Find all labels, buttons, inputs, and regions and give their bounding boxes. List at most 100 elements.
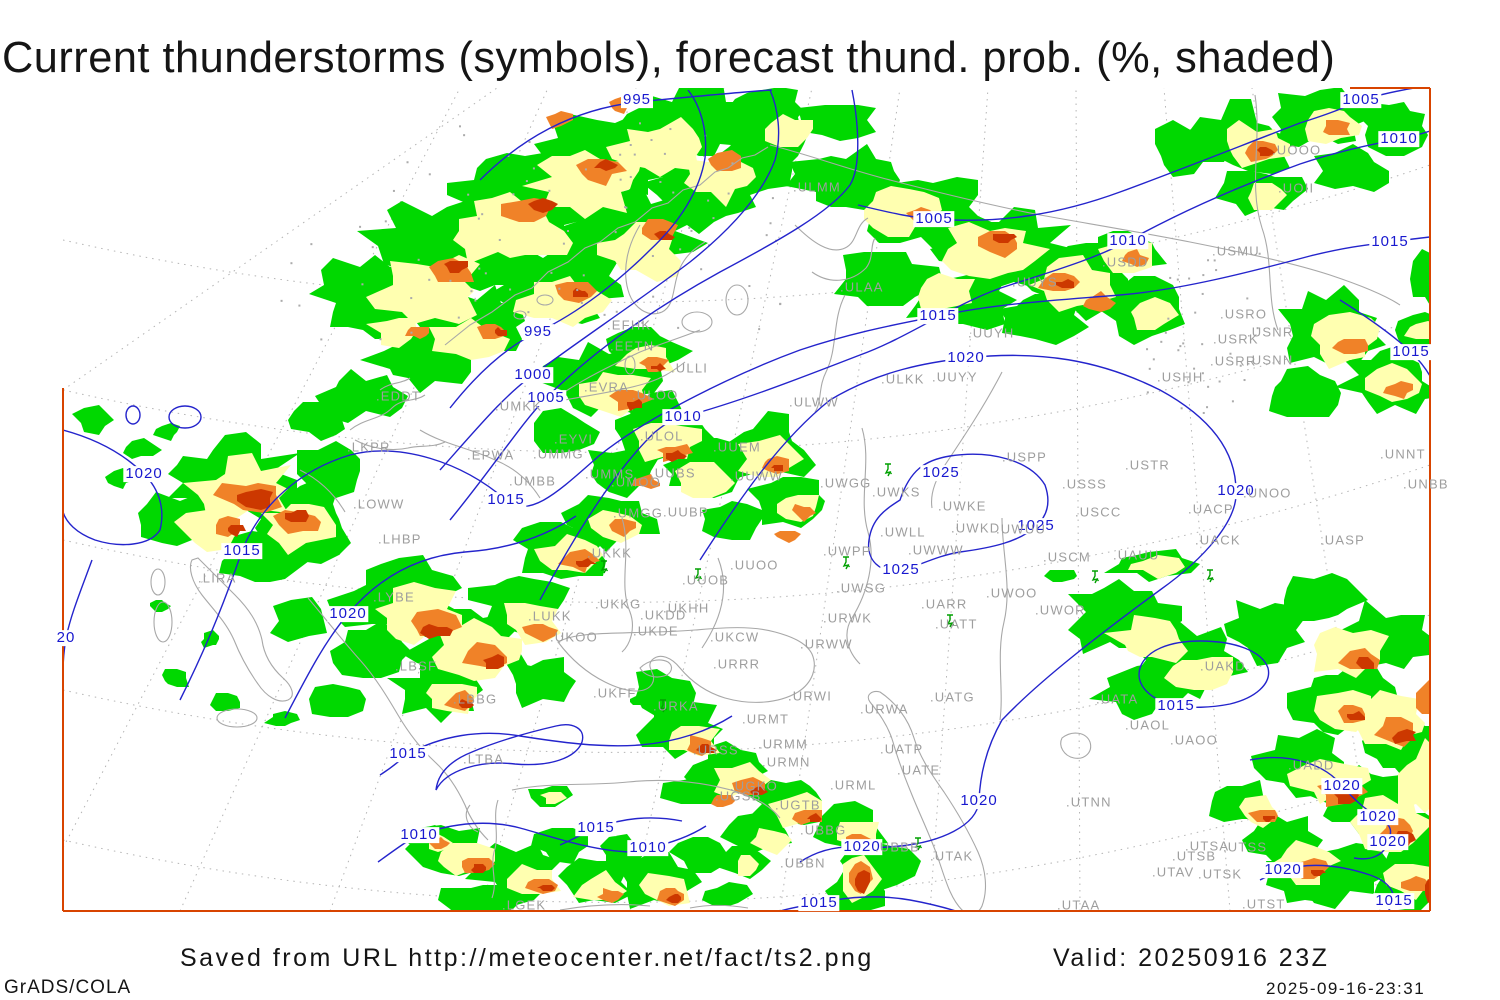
station-label: .USRO [1220,306,1268,322]
station-label: .UMBB [509,473,557,489]
source-url-text: Saved from URL http://meteocenter.net/fa… [180,944,874,972]
station-label: .EFHK [607,317,652,333]
domain-border [62,87,1431,912]
pressure-contour-label: 1010 [1107,232,1149,250]
pressure-contour-label: 1015 [485,491,527,509]
station-label: .UMGG [613,505,664,521]
station-label: .UWLL [880,524,926,540]
station-label: .UOII [1278,180,1315,196]
thunderstorm-symbol [884,463,893,477]
pressure-contour-label: 1020 [1367,833,1409,851]
pressure-contour-label: 1015 [1155,697,1197,715]
station-label: .UUOB [682,572,730,588]
pressure-contour-label: 1010 [398,826,440,844]
station-label: .UGKO [730,778,778,794]
station-label: .UATP [880,741,924,757]
station-label: .LTBA [463,751,505,767]
station-label: .ULOO [632,387,679,403]
station-label: .UUBS [650,465,696,481]
station-label: .UGTB [775,797,821,813]
station-label: .UARR [921,596,968,612]
station-label: .USDD [1102,254,1149,270]
station-label: .UUWW [730,468,783,484]
station-label: .ULWW [789,394,839,410]
station-label: .UKOO [550,629,598,645]
station-label: .UTSB [1172,848,1217,864]
pressure-contour-label: 1010 [627,839,669,857]
pressure-contour-label: 1020 [958,792,1000,810]
station-label: .ULMM [793,179,841,195]
pressure-contour-label: 1020 [123,465,165,483]
station-label: .UWWW [908,542,964,558]
station-label: .UUYS [1012,274,1058,290]
station-label: .LKPR [347,439,391,455]
station-label: .UWOR [1035,602,1086,618]
station-label: .UMOO [611,474,662,490]
station-label: .UMMS [585,466,635,482]
station-label: .USNN [1247,352,1294,368]
station-label: .UUYH [968,325,1015,341]
thunderstorm-symbols [600,463,1215,851]
station-label: .EYVI [554,431,594,447]
station-label: .UUOO [730,557,779,573]
pressure-contour-label: 1015 [1369,233,1411,251]
station-label: .USPP [1002,449,1048,465]
pressure-contour-label: 1015 [798,894,840,912]
station-label: .UWKE [938,498,987,514]
station-label: .UWKS [872,484,921,500]
page-title: Current thunderstorms (symbols), forecas… [2,33,1336,82]
station-label: .UATE [897,762,941,778]
pressure-contour-label: 1010 [1378,130,1420,148]
station-label: .UATG [930,689,975,705]
station-label: .UWUU [996,521,1047,537]
pressure-contour-label: 1015 [917,307,959,325]
station-label: .UWSG [836,580,887,596]
station-label: .UTSA [1185,838,1230,854]
station-label: .LGEK [502,897,547,913]
station-label: .URWA [860,701,909,717]
valid-time-text: Valid: 20250916 23Z [1053,944,1330,972]
station-label: .URSS [693,742,739,758]
station-label: .LYBE [373,589,415,605]
station-label: .UUYY [932,369,978,385]
pressure-contour-label: 1020 [1215,482,1257,500]
thunderstorm-symbol [842,556,851,570]
station-label: .LHBP [378,531,422,547]
pressure-contour-label: 1020 [1357,808,1399,826]
pressure-contour-label: 1015 [575,819,617,837]
station-label: .URMN [762,754,811,770]
station-label: .ULOL [640,428,684,444]
station-label: .UAOL [1125,717,1171,733]
station-label: .UMKK [495,398,543,414]
station-label: .USRK [1213,331,1259,347]
station-label: .UNNT [1380,446,1426,462]
station-label: .UKFF [593,685,637,701]
station-label: .UADD [1288,757,1335,773]
thunderstorm-symbol [1091,570,1100,584]
station-label: .UKKG [595,596,642,612]
station-label: .UTSK [1198,866,1243,882]
station-label: .UBBG [800,822,847,838]
pressure-contour-label: 1020 [1262,861,1304,879]
station-label: .UOOO [1272,142,1322,158]
station-label: .USSS [1062,476,1108,492]
station-label: .UNBB [1403,476,1449,492]
station-label: .UTAV [1152,864,1195,880]
station-label: .UTNN [1066,794,1112,810]
station-label: .EDDT [376,388,421,404]
station-label: .UWPP [823,543,872,559]
station-label: .UKKK [587,545,633,561]
station-label: .URWI [788,688,833,704]
station-label: .USNR [1247,324,1294,340]
pressure-contour-label: 1020 [1321,777,1363,795]
station-label: .URML [830,777,877,793]
station-label: .UBBB [875,839,921,855]
station-label: .UGSB [715,788,762,804]
thunderstorm-symbol [600,560,609,574]
station-label: .UWOO [986,585,1038,601]
station-label: .LOWW [353,496,405,512]
station-label: .URWK [823,610,873,626]
pressure-contour-label: 1025 [880,561,922,579]
station-label: .UASP [1320,532,1366,548]
thunderstorm-symbol [694,568,703,582]
